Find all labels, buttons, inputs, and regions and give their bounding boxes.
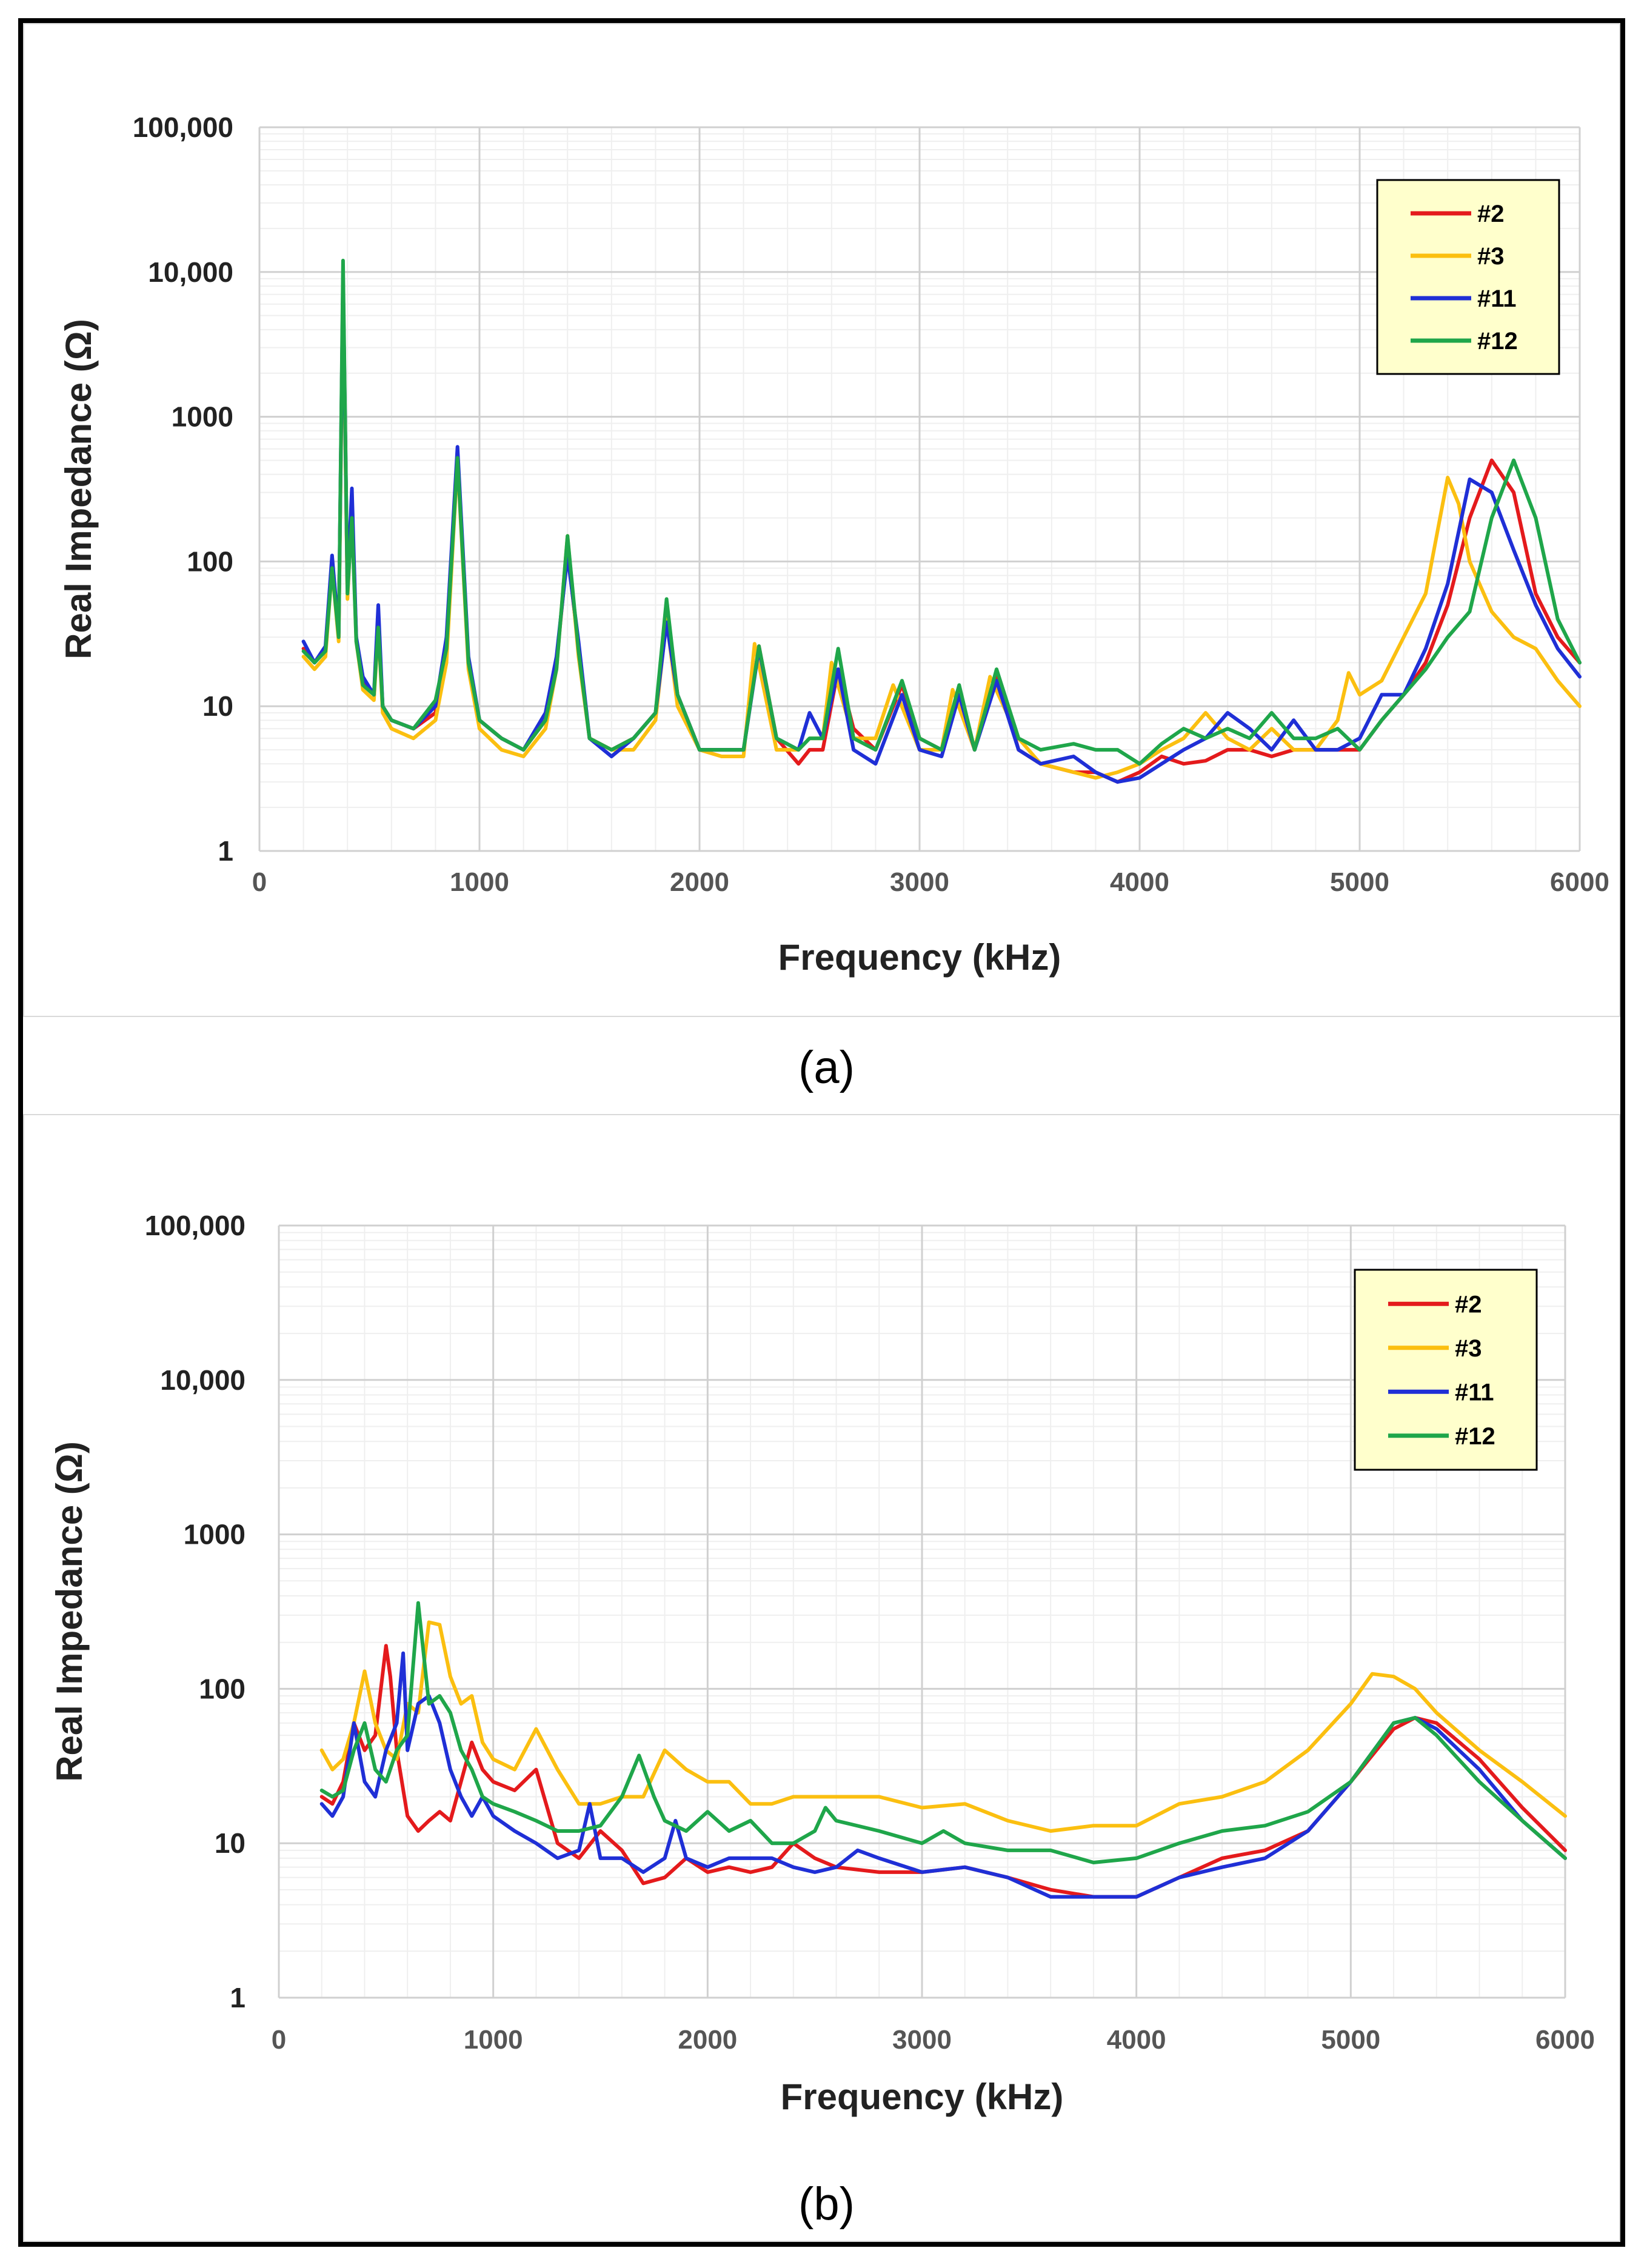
y-tick-label: 10 bbox=[215, 1827, 246, 1859]
legend: #2 #3 #11 #12 bbox=[1354, 1269, 1538, 1471]
y-tick-label: 10 bbox=[202, 690, 233, 722]
legend-box bbox=[1376, 179, 1560, 375]
y-tick-label: 1 bbox=[218, 835, 233, 867]
x-tick-label: 2000 bbox=[678, 2025, 737, 2055]
legend-label: #12 bbox=[1455, 1423, 1495, 1450]
series-line-n11 bbox=[319, 1651, 1567, 1899]
y-axis-title: Real Impedance (Ω) bbox=[49, 1441, 90, 1782]
legend-box bbox=[1354, 1269, 1538, 1471]
y-tick-label: 10,000 bbox=[160, 1364, 246, 1396]
legend-label: #12 bbox=[1477, 328, 1518, 355]
x-tick-label: 0 bbox=[252, 867, 267, 897]
series-line-n12 bbox=[319, 1601, 1567, 1864]
x-tick-label: 4000 bbox=[1110, 867, 1169, 897]
y-tick-label: 100,000 bbox=[133, 112, 233, 143]
y-tick-label: 100 bbox=[199, 1673, 246, 1704]
x-tick-label: 2000 bbox=[670, 867, 729, 897]
x-tick-label: 3000 bbox=[892, 2025, 952, 2055]
panel-b: 0 1000 2000 3000 4000 5000 6000 1 10 100 1000 10,0… bbox=[23, 1114, 1620, 2242]
series-line-n12 bbox=[301, 258, 1582, 766]
x-tick-label: 1000 bbox=[450, 867, 509, 897]
x-tick-label: 5000 bbox=[1321, 2025, 1380, 2055]
legend-label: #11 bbox=[1477, 285, 1517, 312]
legend-label: #2 bbox=[1477, 201, 1505, 227]
chart-a: 0 1000 2000 3000 4000 5000 6000 1 10 100 1000 10,0… bbox=[58, 112, 1609, 978]
legend-label: #3 bbox=[1455, 1335, 1482, 1362]
legend-label: #2 bbox=[1455, 1291, 1482, 1318]
y-tick-label: 100 bbox=[187, 545, 233, 577]
legend-label: #11 bbox=[1455, 1379, 1494, 1406]
y-tick-label: 1000 bbox=[184, 1519, 246, 1550]
legend-label: #3 bbox=[1477, 243, 1505, 270]
x-tick-label: 3000 bbox=[890, 867, 949, 897]
x-tick-label: 4000 bbox=[1107, 2025, 1166, 2055]
y-tick-label: 1 bbox=[230, 1982, 246, 2013]
panel-a: 0 1000 2000 3000 4000 5000 6000 1 10 100 1000 10,0… bbox=[23, 23, 1620, 1017]
x-tick-label: 5000 bbox=[1330, 867, 1389, 897]
x-axis-title: Frequency (kHz) bbox=[781, 2076, 1064, 2117]
legend: #2 #3 #11 #12 bbox=[1376, 179, 1560, 375]
y-axis-title: Real Impedance (Ω) bbox=[58, 319, 99, 659]
caption-a: (a) bbox=[798, 1042, 855, 1093]
x-axis-title: Frequency (kHz) bbox=[778, 937, 1061, 978]
y-tick-label: 100,000 bbox=[145, 1210, 246, 1241]
y-tick-label: 1000 bbox=[172, 401, 233, 433]
y-tick-label: 10,000 bbox=[148, 256, 233, 288]
caption-b: (b) bbox=[798, 2178, 855, 2230]
x-tick-label: 6000 bbox=[1535, 2025, 1595, 2055]
x-tick-label: 1000 bbox=[464, 2025, 523, 2055]
x-tick-label: 0 bbox=[272, 2025, 286, 2055]
x-tick-label: 6000 bbox=[1550, 867, 1609, 897]
figure-frame: 0 1000 2000 3000 4000 5000 6000 1 10 100 1000 10,0… bbox=[18, 18, 1625, 2247]
chart-b: 0 1000 2000 3000 4000 5000 6000 1 10 100 1000 10,0… bbox=[49, 1210, 1595, 2117]
